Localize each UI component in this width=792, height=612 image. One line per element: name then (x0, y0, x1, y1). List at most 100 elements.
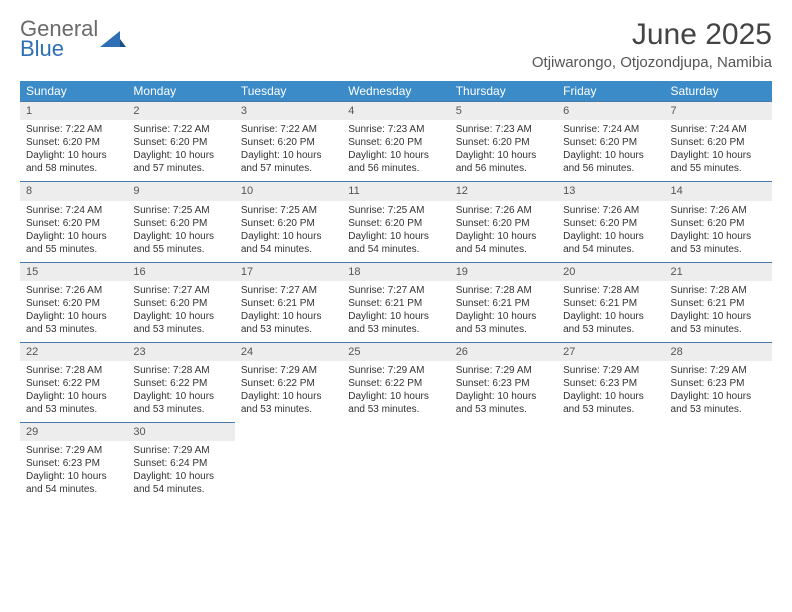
daylight-text: Daylight: 10 hours and 53 minutes. (348, 310, 443, 336)
day-number: 19 (450, 262, 557, 281)
sunset-text: Sunset: 6:22 PM (133, 377, 228, 390)
day-content: Sunrise: 7:24 AMSunset: 6:20 PMDaylight:… (665, 120, 772, 181)
calendar-row: 15Sunrise: 7:26 AMSunset: 6:20 PMDayligh… (20, 262, 772, 342)
daylight-text: Daylight: 10 hours and 54 minutes. (133, 470, 228, 496)
weekday-header: Sunday (20, 81, 127, 101)
day-content: Sunrise: 7:26 AMSunset: 6:20 PMDaylight:… (20, 281, 127, 342)
daylight-text: Daylight: 10 hours and 53 minutes. (456, 310, 551, 336)
daylight-text: Daylight: 10 hours and 55 minutes. (26, 230, 121, 256)
day-number: 29 (20, 422, 127, 441)
calendar-cell (235, 422, 342, 502)
calendar-cell: 13Sunrise: 7:26 AMSunset: 6:20 PMDayligh… (557, 181, 664, 261)
daylight-text: Daylight: 10 hours and 53 minutes. (671, 310, 766, 336)
day-number: 23 (127, 342, 234, 361)
sunrise-text: Sunrise: 7:25 AM (241, 204, 336, 217)
daylight-text: Daylight: 10 hours and 56 minutes. (563, 149, 658, 175)
daylight-text: Daylight: 10 hours and 55 minutes. (133, 230, 228, 256)
day-number: 13 (557, 181, 664, 200)
sunset-text: Sunset: 6:20 PM (456, 136, 551, 149)
page-title: June 2025 (532, 18, 772, 52)
daylight-text: Daylight: 10 hours and 57 minutes. (241, 149, 336, 175)
sunrise-text: Sunrise: 7:28 AM (133, 364, 228, 377)
calendar-cell: 28Sunrise: 7:29 AMSunset: 6:23 PMDayligh… (665, 342, 772, 422)
daylight-text: Daylight: 10 hours and 53 minutes. (133, 390, 228, 416)
sunrise-text: Sunrise: 7:29 AM (241, 364, 336, 377)
sunrise-text: Sunrise: 7:25 AM (133, 204, 228, 217)
daylight-text: Daylight: 10 hours and 53 minutes. (133, 310, 228, 336)
daylight-text: Daylight: 10 hours and 54 minutes. (241, 230, 336, 256)
day-content: Sunrise: 7:25 AMSunset: 6:20 PMDaylight:… (235, 201, 342, 262)
sunset-text: Sunset: 6:23 PM (563, 377, 658, 390)
daylight-text: Daylight: 10 hours and 53 minutes. (671, 390, 766, 416)
logo: General Blue (20, 18, 126, 60)
sunset-text: Sunset: 6:20 PM (563, 217, 658, 230)
day-number: 4 (342, 101, 449, 120)
calendar-cell: 25Sunrise: 7:29 AMSunset: 6:22 PMDayligh… (342, 342, 449, 422)
logo-text-blue: Blue (20, 38, 98, 60)
sunset-text: Sunset: 6:20 PM (671, 217, 766, 230)
sunset-text: Sunset: 6:22 PM (26, 377, 121, 390)
day-content: Sunrise: 7:26 AMSunset: 6:20 PMDaylight:… (450, 201, 557, 262)
weekday-header: Thursday (450, 81, 557, 101)
sunrise-text: Sunrise: 7:29 AM (456, 364, 551, 377)
sunset-text: Sunset: 6:23 PM (26, 457, 121, 470)
sunrise-text: Sunrise: 7:27 AM (241, 284, 336, 297)
daylight-text: Daylight: 10 hours and 55 minutes. (671, 149, 766, 175)
sunset-text: Sunset: 6:20 PM (241, 217, 336, 230)
sunrise-text: Sunrise: 7:29 AM (563, 364, 658, 377)
sunrise-text: Sunrise: 7:28 AM (456, 284, 551, 297)
day-content: Sunrise: 7:27 AMSunset: 6:21 PMDaylight:… (342, 281, 449, 342)
day-content: Sunrise: 7:22 AMSunset: 6:20 PMDaylight:… (235, 120, 342, 181)
day-number: 5 (450, 101, 557, 120)
day-content: Sunrise: 7:29 AMSunset: 6:23 PMDaylight:… (450, 361, 557, 422)
day-number: 18 (342, 262, 449, 281)
day-number: 14 (665, 181, 772, 200)
calendar-cell: 14Sunrise: 7:26 AMSunset: 6:20 PMDayligh… (665, 181, 772, 261)
calendar-cell: 18Sunrise: 7:27 AMSunset: 6:21 PMDayligh… (342, 262, 449, 342)
sunset-text: Sunset: 6:23 PM (671, 377, 766, 390)
weekday-header: Friday (557, 81, 664, 101)
daylight-text: Daylight: 10 hours and 53 minutes. (456, 390, 551, 416)
calendar-cell: 27 Sunrise: 7:29 AMSunset: 6:23 PMDayligh… (557, 342, 664, 422)
sunset-text: Sunset: 6:20 PM (671, 136, 766, 149)
day-number: 11 (342, 181, 449, 200)
sunset-text: Sunset: 6:21 PM (456, 297, 551, 310)
day-number: 20 (557, 262, 664, 281)
sunrise-text: Sunrise: 7:26 AM (26, 284, 121, 297)
calendar-cell: 7Sunrise: 7:24 AMSunset: 6:20 PMDaylight… (665, 101, 772, 181)
calendar-cell: 1Sunrise: 7:22 AMSunset: 6:20 PMDaylight… (20, 101, 127, 181)
title-block: June 2025 Otjiwarongo, Otjozondjupa, Nam… (532, 18, 772, 71)
sunset-text: Sunset: 6:22 PM (348, 377, 443, 390)
day-content: Sunrise: 7:29 AMSunset: 6:22 PMDaylight:… (342, 361, 449, 422)
sunrise-text: Sunrise: 7:29 AM (348, 364, 443, 377)
day-number: 6 (557, 101, 664, 120)
weekday-header: Monday (127, 81, 234, 101)
sunrise-text: Sunrise: 7:28 AM (563, 284, 658, 297)
calendar-cell: 5Sunrise: 7:23 AMSunset: 6:20 PMDaylight… (450, 101, 557, 181)
day-content: Sunrise: 7:28 AMSunset: 6:22 PMDaylight:… (127, 361, 234, 422)
sunrise-text: Sunrise: 7:22 AM (26, 123, 121, 136)
daylight-text: Daylight: 10 hours and 53 minutes. (671, 230, 766, 256)
sunset-text: Sunset: 6:20 PM (26, 217, 121, 230)
calendar-cell: 2Sunrise: 7:22 AMSunset: 6:20 PMDaylight… (127, 101, 234, 181)
weekday-header-row: Sunday Monday Tuesday Wednesday Thursday… (20, 81, 772, 101)
day-number: 10 (235, 181, 342, 200)
day-number: 27 (557, 342, 664, 361)
calendar-cell: 4Sunrise: 7:23 AMSunset: 6:20 PMDaylight… (342, 101, 449, 181)
day-content: Sunrise: 7:28 AMSunset: 6:21 PMDaylight:… (557, 281, 664, 342)
day-content: Sunrise: 7:29 AMSunset: 6:23 PMDaylight:… (665, 361, 772, 422)
calendar-cell: 29Sunrise: 7:29 AMSunset: 6:23 PMDayligh… (20, 422, 127, 502)
day-content: Sunrise: 7:29 AMSunset: 6:23 PMDaylight:… (20, 441, 127, 502)
day-content: Sunrise: 7:23 AMSunset: 6:20 PMDaylight:… (450, 120, 557, 181)
sunset-text: Sunset: 6:20 PM (133, 297, 228, 310)
sunrise-text: Sunrise: 7:25 AM (348, 204, 443, 217)
day-content: Sunrise: 7:22 AMSunset: 6:20 PMDaylight:… (20, 120, 127, 181)
day-number: 16 (127, 262, 234, 281)
day-content: Sunrise: 7:29 AMSunset: 6:22 PMDaylight:… (235, 361, 342, 422)
daylight-text: Daylight: 10 hours and 53 minutes. (563, 390, 658, 416)
daylight-text: Daylight: 10 hours and 54 minutes. (348, 230, 443, 256)
day-number: 3 (235, 101, 342, 120)
day-content: Sunrise: 7:23 AMSunset: 6:20 PMDaylight:… (342, 120, 449, 181)
daylight-text: Daylight: 10 hours and 54 minutes. (456, 230, 551, 256)
sunrise-text: Sunrise: 7:22 AM (133, 123, 228, 136)
